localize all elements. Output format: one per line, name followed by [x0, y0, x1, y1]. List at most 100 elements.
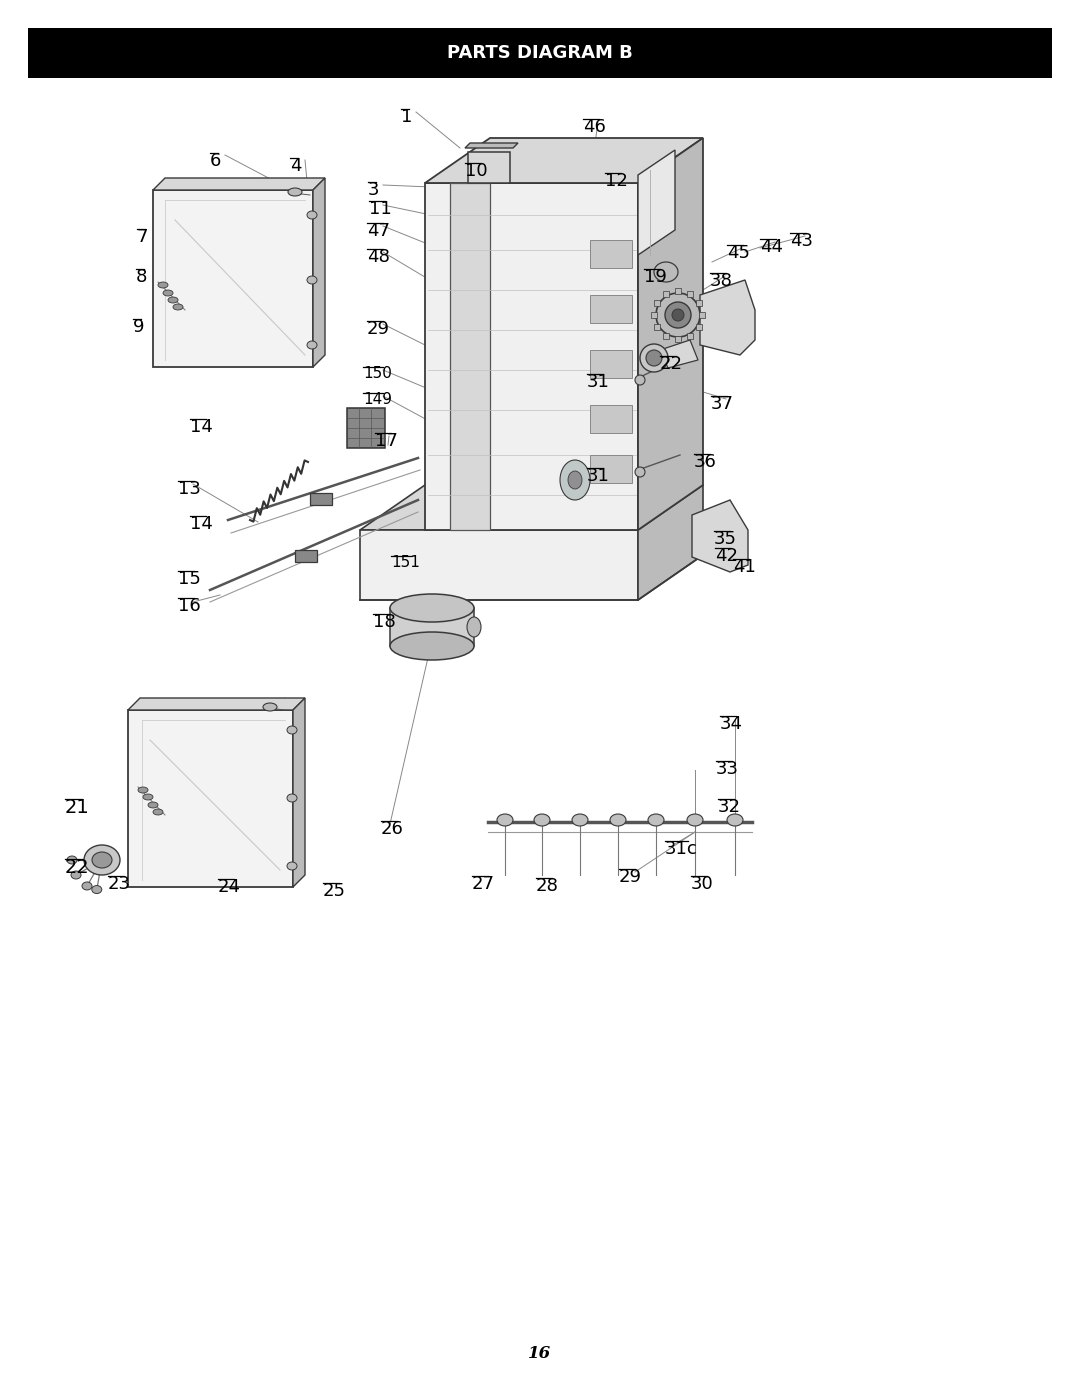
- Ellipse shape: [287, 862, 297, 870]
- Ellipse shape: [143, 793, 153, 800]
- Text: 31: 31: [588, 373, 610, 391]
- Ellipse shape: [288, 189, 302, 196]
- Text: 22: 22: [65, 858, 90, 877]
- Polygon shape: [638, 138, 703, 529]
- Text: 29: 29: [619, 868, 642, 886]
- Bar: [675, 337, 681, 342]
- Text: 34: 34: [720, 715, 743, 733]
- Text: 22: 22: [660, 355, 683, 373]
- Ellipse shape: [390, 631, 474, 659]
- Text: 25: 25: [323, 882, 346, 900]
- Ellipse shape: [138, 787, 148, 793]
- Ellipse shape: [572, 814, 588, 826]
- Text: 19: 19: [644, 268, 666, 286]
- Ellipse shape: [610, 814, 626, 826]
- Text: 33: 33: [716, 760, 739, 778]
- Text: 11: 11: [369, 200, 392, 218]
- Text: 24: 24: [218, 877, 241, 895]
- Bar: [696, 300, 702, 306]
- Polygon shape: [360, 529, 638, 599]
- Text: 14: 14: [190, 515, 213, 534]
- Polygon shape: [638, 485, 703, 599]
- Text: 23: 23: [108, 875, 131, 893]
- Ellipse shape: [654, 263, 678, 282]
- Text: 17: 17: [375, 432, 397, 450]
- Polygon shape: [153, 177, 325, 190]
- Text: 31c: 31c: [665, 840, 698, 858]
- Bar: [663, 332, 669, 339]
- Ellipse shape: [158, 282, 168, 288]
- Bar: [654, 300, 660, 306]
- Ellipse shape: [635, 374, 645, 386]
- Ellipse shape: [672, 309, 684, 321]
- Polygon shape: [129, 698, 305, 710]
- Ellipse shape: [307, 277, 318, 284]
- Text: 42: 42: [715, 548, 738, 564]
- Polygon shape: [692, 500, 748, 571]
- Ellipse shape: [82, 882, 92, 890]
- Ellipse shape: [656, 293, 700, 337]
- Ellipse shape: [307, 341, 318, 349]
- Text: 32: 32: [718, 798, 741, 816]
- Polygon shape: [313, 177, 325, 367]
- Text: 10: 10: [465, 162, 488, 180]
- Text: 13: 13: [178, 481, 201, 497]
- Text: 43: 43: [789, 232, 813, 250]
- Text: 9: 9: [133, 319, 145, 337]
- Polygon shape: [360, 485, 703, 529]
- Ellipse shape: [153, 809, 163, 814]
- Ellipse shape: [148, 802, 158, 807]
- Text: 151: 151: [391, 555, 420, 570]
- Ellipse shape: [92, 886, 102, 894]
- Text: 31: 31: [588, 467, 610, 485]
- Ellipse shape: [71, 870, 81, 879]
- Bar: [590, 405, 632, 433]
- Ellipse shape: [390, 594, 474, 622]
- Bar: [663, 291, 669, 298]
- Ellipse shape: [307, 211, 318, 219]
- Ellipse shape: [163, 291, 173, 296]
- Polygon shape: [660, 339, 698, 367]
- Ellipse shape: [635, 467, 645, 476]
- Text: 149: 149: [363, 393, 392, 407]
- Text: 36: 36: [694, 453, 717, 471]
- Bar: [295, 550, 318, 562]
- Ellipse shape: [467, 617, 481, 637]
- Bar: [675, 288, 681, 293]
- Ellipse shape: [497, 814, 513, 826]
- Text: 16: 16: [178, 597, 201, 615]
- Bar: [699, 312, 705, 319]
- Text: 30: 30: [691, 875, 714, 893]
- Polygon shape: [426, 138, 703, 183]
- Ellipse shape: [687, 814, 703, 826]
- Text: 27: 27: [472, 875, 495, 893]
- Text: 35: 35: [714, 529, 737, 548]
- Bar: [347, 408, 384, 448]
- Text: 48: 48: [367, 249, 390, 265]
- Ellipse shape: [568, 471, 582, 489]
- Bar: [590, 351, 632, 379]
- Polygon shape: [293, 698, 305, 887]
- Bar: [28, 28, 1052, 78]
- Ellipse shape: [561, 460, 590, 500]
- Text: 44: 44: [760, 237, 783, 256]
- Text: 38: 38: [710, 272, 733, 291]
- Text: 21: 21: [65, 798, 90, 817]
- Ellipse shape: [264, 703, 276, 711]
- Ellipse shape: [665, 302, 691, 328]
- Text: 18: 18: [373, 613, 395, 631]
- Text: 1: 1: [401, 108, 413, 126]
- Bar: [651, 312, 657, 319]
- Text: 4: 4: [291, 156, 301, 175]
- Ellipse shape: [173, 305, 183, 310]
- Polygon shape: [426, 183, 638, 529]
- Ellipse shape: [287, 793, 297, 802]
- Text: 150: 150: [363, 366, 392, 381]
- Text: 8: 8: [136, 268, 147, 286]
- Ellipse shape: [168, 298, 178, 303]
- Polygon shape: [153, 190, 313, 367]
- Bar: [390, 608, 474, 645]
- Ellipse shape: [646, 351, 662, 366]
- Ellipse shape: [727, 814, 743, 826]
- Ellipse shape: [67, 856, 77, 863]
